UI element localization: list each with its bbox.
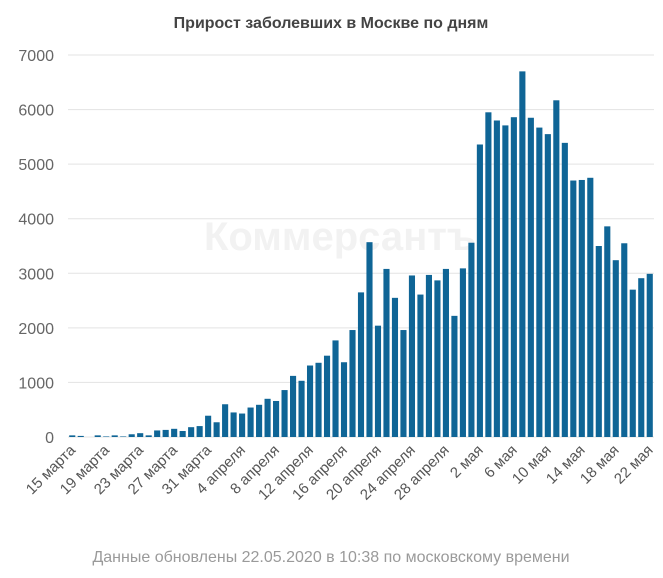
bar — [205, 415, 212, 437]
y-tick-label: 6000 — [18, 103, 54, 120]
bar — [544, 134, 551, 437]
y-tick-label: 2000 — [18, 321, 54, 338]
bar — [425, 274, 432, 437]
bar — [604, 226, 611, 437]
bar — [502, 125, 509, 437]
bar — [120, 436, 127, 437]
y-tick-label: 5000 — [18, 157, 54, 174]
bar — [77, 435, 84, 437]
bar — [340, 362, 348, 437]
bar — [357, 292, 365, 437]
bar — [553, 100, 560, 438]
y-tick-label: 3000 — [18, 266, 54, 283]
bar — [145, 435, 152, 437]
bar — [468, 242, 475, 437]
footer-note: Данные обновлены 22.05.2020 в 10:38 по м… — [92, 549, 569, 566]
bar — [595, 246, 602, 437]
y-tick-label: 1000 — [18, 375, 54, 392]
bar — [570, 180, 577, 437]
bar — [230, 412, 237, 437]
bar — [111, 435, 118, 437]
bar — [493, 120, 500, 437]
bar — [239, 413, 246, 437]
bar — [519, 71, 526, 437]
bar — [400, 330, 407, 437]
bar — [264, 398, 271, 437]
bar — [298, 380, 305, 437]
bar — [332, 340, 339, 437]
watermark: Коммерсантъ — [204, 215, 476, 259]
x-tick-label: 2 мая — [447, 442, 487, 482]
bar — [391, 297, 399, 437]
bar — [434, 280, 441, 437]
bar — [247, 407, 254, 437]
bar — [162, 429, 169, 437]
bar — [646, 273, 653, 437]
bar — [366, 242, 373, 437]
y-tick-label: 7000 — [18, 48, 54, 65]
bar — [273, 400, 280, 437]
bar — [459, 268, 466, 437]
bar — [578, 179, 585, 437]
bar — [290, 375, 297, 437]
bar — [442, 268, 449, 437]
bar — [306, 365, 314, 437]
x-tick-label: 22 мая — [611, 442, 657, 488]
y-tick-label: 4000 — [18, 212, 54, 229]
bar — [154, 430, 161, 437]
bar — [69, 435, 76, 437]
bar — [621, 243, 628, 437]
bar — [315, 362, 322, 437]
bar — [527, 117, 534, 437]
bar — [476, 144, 483, 438]
bar — [349, 330, 356, 437]
bar — [536, 127, 543, 437]
bar — [383, 268, 390, 437]
bar — [213, 422, 220, 437]
bar — [485, 112, 492, 438]
bar — [451, 315, 458, 437]
bar — [629, 289, 636, 437]
bar — [587, 177, 594, 438]
bar — [188, 427, 195, 437]
bar — [137, 433, 144, 437]
bar — [103, 436, 110, 437]
bar — [196, 426, 203, 437]
bar — [281, 390, 288, 437]
bar — [374, 325, 382, 437]
bar — [256, 404, 263, 437]
bar — [417, 294, 424, 437]
bar — [323, 355, 331, 437]
y-tick-label: 0 — [45, 430, 54, 447]
bar — [638, 278, 645, 437]
bar — [179, 430, 186, 437]
bar — [612, 260, 619, 437]
bar — [510, 117, 517, 437]
bar — [561, 142, 568, 438]
bar — [128, 434, 135, 437]
bar — [408, 275, 416, 437]
bar — [94, 435, 101, 437]
chart-title: Прирост заболевших в Москве по дням — [174, 15, 489, 32]
bar — [222, 404, 229, 437]
bar — [171, 428, 178, 437]
